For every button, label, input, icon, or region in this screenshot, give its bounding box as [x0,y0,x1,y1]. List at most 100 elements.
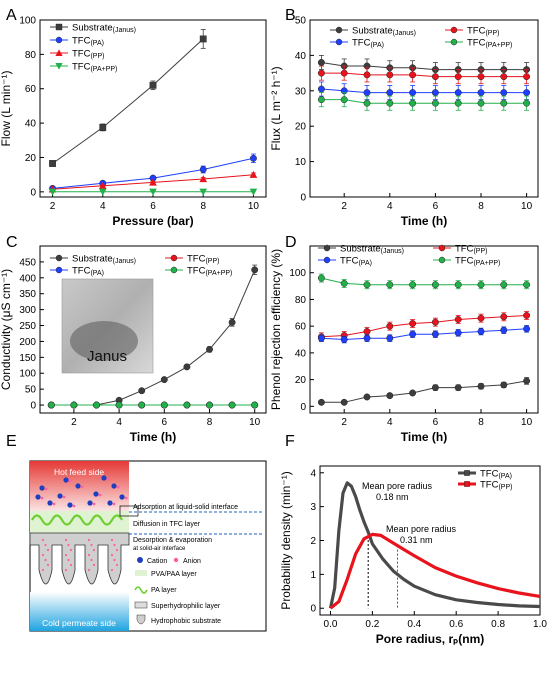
x-tick-label: 0.8 [491,619,505,630]
data-point [454,99,462,107]
legend-hydrophobic: Hydrophobic substrate [151,618,221,625]
data-point [409,389,417,397]
data-point [199,188,208,196]
cation-dot-icon [75,483,81,489]
data-point [386,71,394,79]
data-point [228,401,236,409]
anion-dot-icon [116,485,120,489]
data-point [386,392,394,400]
hydrophobic-substrate [29,532,130,585]
legend-entry: Substrate(Janus) [318,244,404,255]
y-tick-label: 400 [19,273,36,284]
data-point [363,393,371,401]
inset-photo-shadow [70,321,138,361]
data-point [477,99,485,107]
step-adsorption: Adsorption at liquid-solid interface [133,504,238,511]
data-point [454,281,462,289]
plot-frame [309,19,539,198]
pore-particle [115,548,119,552]
y-axis-label: Conductivity (μS cm⁻¹) [0,269,13,390]
pore-particle [46,563,50,567]
data-point [199,35,207,43]
pore-particle [69,548,73,552]
anion-dot-icon [173,557,179,563]
pore-particle [44,543,47,547]
legend-entry: TFC(PA) [330,38,384,49]
data-point [523,377,531,385]
series-tfc-pa [317,325,531,344]
x-tick-label: 1.0 [533,619,547,630]
y-tick-label: 60 [295,322,307,333]
legend-entry: Substrate(Janus) [50,23,136,34]
data-point [317,398,325,406]
series-tfc-pa [49,153,257,192]
data-point [317,274,325,282]
anion-dot-icon [72,504,76,508]
panel-label-c: C [6,234,18,251]
x-tick-label: 6 [162,417,168,428]
inset-label: Janus [87,348,127,365]
y-axis-label: Flux (L m⁻² h⁻¹) [269,66,283,150]
hydrophobic-swatch-icon [136,614,146,625]
legend-pa: PA layer [151,587,177,594]
pore-particle [69,563,73,567]
data-point [454,316,462,323]
legend-marker [55,36,63,44]
series-line [321,72,527,78]
data-point [363,89,371,97]
cation-dot-icon [57,493,63,499]
cation-dot-icon [111,483,117,489]
data-point [340,69,348,77]
data-point [500,73,508,81]
x-axis-label: Time (h) [401,430,447,444]
x-tick-label: 0.2 [365,619,379,630]
data-point [199,175,208,183]
data-point [228,318,236,326]
y-tick-label: 20 [295,122,307,133]
pore-particle [46,548,50,552]
y-tick-label: 100 [19,369,36,380]
ions-group [35,475,128,508]
y-tick-label: 80 [25,50,37,61]
plot-frame [39,245,267,414]
series-substrate-janus [49,29,207,167]
y-axis-label: Probability density (min⁻¹) [279,471,293,609]
data-point [138,387,146,395]
legend-label: TFC(PP) [187,254,219,266]
cation-dot-icon [137,557,143,563]
data-point [206,401,213,409]
data-point [249,188,258,196]
pore-particle [110,553,114,557]
y-tick-label: 300 [19,305,36,316]
cation-dot-icon [35,494,41,500]
pore-particle [44,558,47,562]
data-point [317,59,325,66]
x-tick-label: 6 [150,201,156,212]
series-line [321,99,527,104]
data-point [251,266,259,274]
data-point [386,89,394,97]
data-point [523,99,531,107]
panel-label-e: E [6,433,17,450]
anion-dot-icon [80,485,84,489]
cation-dot-icon [87,500,93,506]
y-tick-label: 20 [295,375,307,386]
pva-layer-swatch-icon [135,570,147,576]
x-axis-label: Pore radius, rₚ(nm) [376,632,485,646]
anion-dot-icon [112,502,116,506]
y-tick-label: 350 [19,289,36,300]
data-point [340,398,348,406]
legend-marker [335,38,343,46]
cation-dot-icon [119,494,125,500]
legend-marker [464,481,470,487]
x-tick-label: 8 [200,201,206,212]
series-tfc-pp [317,65,531,85]
data-point [500,313,508,321]
y-tick-label: 100 [289,268,306,279]
data-point [386,322,394,330]
pore-particle [90,543,93,547]
zoom-box [119,505,139,517]
data-point [431,318,439,326]
data-point [317,96,325,104]
